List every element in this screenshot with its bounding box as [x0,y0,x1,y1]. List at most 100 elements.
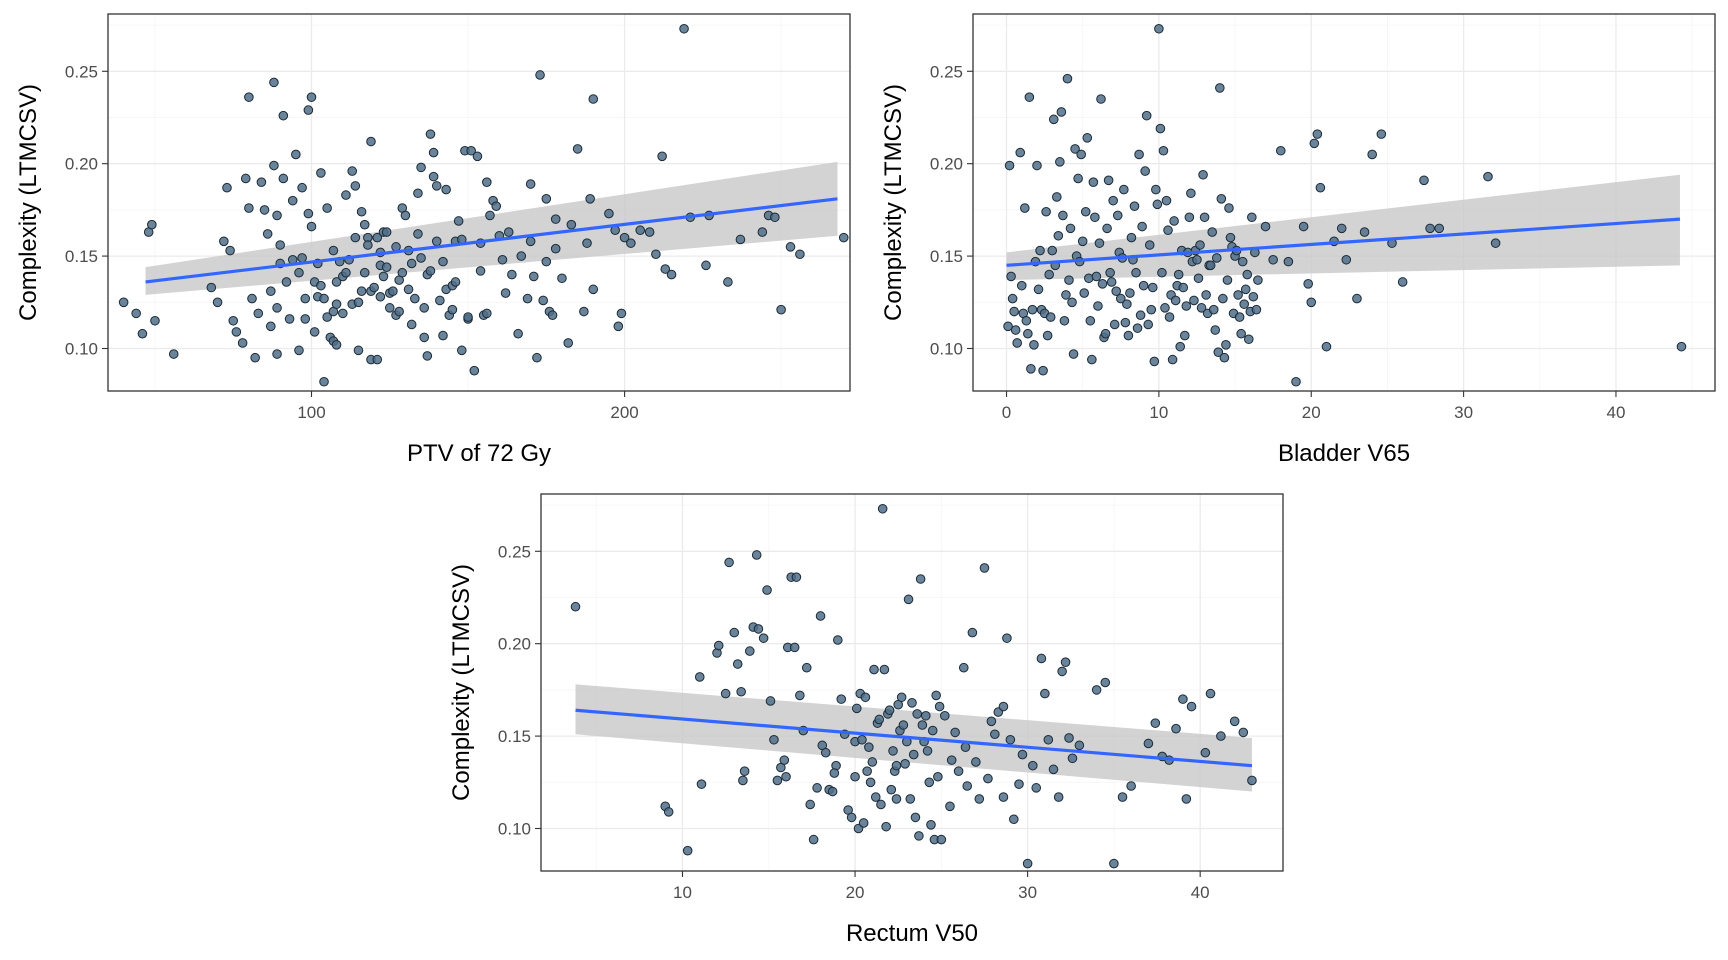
data-point [1268,254,1278,265]
x-tick-label: 10 [1149,403,1168,422]
scatter-points [118,23,849,387]
data-point [917,720,928,730]
data-point [785,242,796,252]
data-point [1041,206,1051,217]
data-point [522,293,533,304]
y-tick-label: 0.20 [930,155,963,174]
data-point [1237,256,1248,267]
data-point [1169,216,1179,226]
data-point [341,267,351,278]
data-point [1291,376,1301,387]
y-tick-label: 0.25 [65,62,98,81]
data-point [319,376,329,387]
data-point [532,352,542,363]
data-point [503,227,514,237]
data-point [1193,273,1204,284]
data-point [604,208,614,219]
data-point [250,352,260,363]
regression-line [145,197,838,284]
data-point [582,238,592,248]
data-point [1137,221,1147,232]
data-point [635,225,646,236]
data-point [1060,657,1071,667]
data-point [1087,354,1097,365]
data-point [1126,232,1137,243]
data-point [1056,107,1067,117]
data-point [860,692,871,703]
data-point [306,92,317,102]
data-point [516,251,527,261]
y-tick-label: 0.25 [930,62,963,81]
data-point [269,77,279,88]
data-point [131,308,141,319]
data-point [322,203,332,213]
data-point [316,280,326,291]
data-point [1236,328,1246,339]
data-point [272,210,282,221]
data-point [419,332,430,343]
data-point [1051,192,1062,202]
data-point [1035,245,1045,256]
data-point [1247,775,1257,786]
data-point [1178,694,1188,704]
data-point [862,766,872,777]
data-point [1038,365,1048,376]
data-point [416,253,426,263]
data-point [300,293,311,304]
data-point [881,821,891,832]
data-point [903,594,914,605]
data-point [225,245,235,256]
data-point [372,232,383,243]
data-point [309,327,320,337]
data-point [1157,267,1167,278]
data-point [1198,169,1208,180]
data-point [1029,339,1039,350]
data-point [419,303,430,313]
data-point [1109,319,1120,330]
data-point [1064,733,1074,743]
data-point [319,293,329,304]
data-point [563,338,574,348]
data-point [294,345,304,356]
data-point [381,227,392,237]
data-point [922,746,933,756]
data-point [945,801,955,812]
data-point [244,92,254,102]
data-point [1219,352,1230,363]
data-point [815,611,826,621]
data-point [1091,271,1102,282]
x-tick-label: 200 [610,403,638,422]
data-point [1032,160,1042,171]
data-point [538,295,548,306]
data-point [550,243,561,254]
data-point [1093,301,1103,311]
data-point [278,173,289,184]
data-point [1321,341,1332,352]
data-point [1080,206,1091,217]
data-point [425,129,436,139]
data-point [168,349,179,359]
data-point [431,236,442,247]
data-point [453,216,464,226]
data-point [924,777,935,788]
data-point [287,195,298,206]
data-point [547,310,558,321]
data-point [1173,269,1184,280]
data-point [266,321,276,332]
data-point [1234,312,1245,322]
data-point [366,136,376,147]
data-point [751,550,762,560]
data-point [272,349,282,359]
data-point [1090,212,1100,223]
data-point [1143,319,1154,330]
data-point [888,746,898,756]
data-point [463,312,473,322]
y-tick-label: 0.25 [498,542,531,561]
data-point [858,818,869,828]
y-axis-title: Complexity (LTMCSV) [880,84,907,321]
fit-line [575,708,1253,768]
data-point [850,771,860,782]
data-point [410,293,420,304]
data-point [300,314,311,324]
